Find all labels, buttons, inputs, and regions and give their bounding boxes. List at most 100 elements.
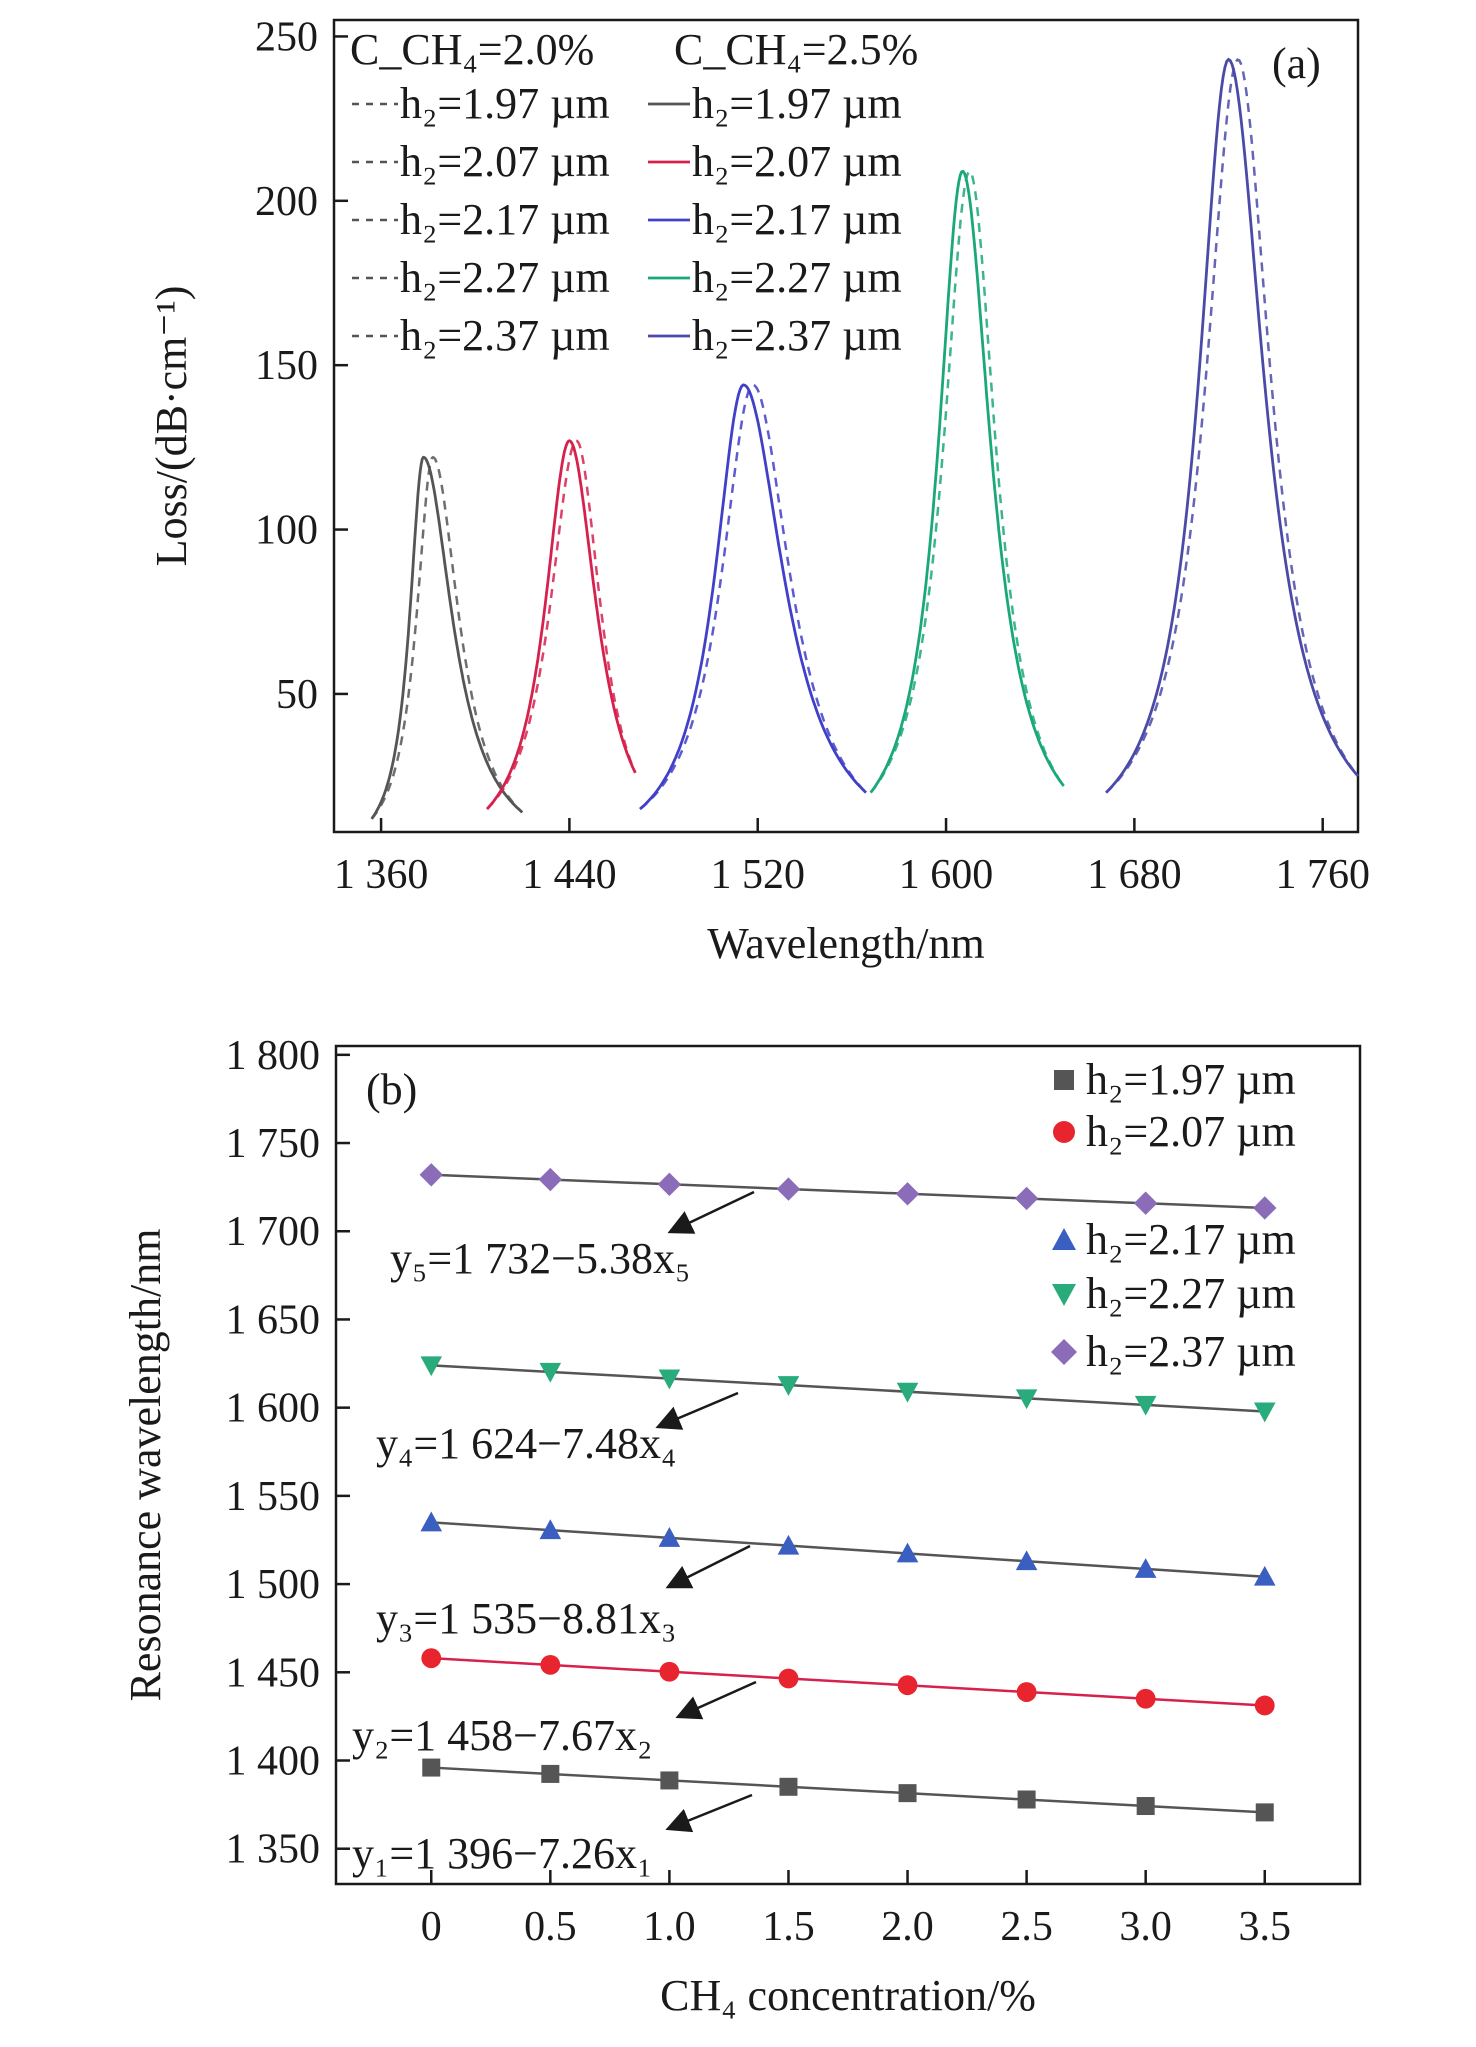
legend-marker-b [1053, 1121, 1075, 1143]
panel-label-a: (a) [1272, 39, 1321, 88]
fit-arrow-2 [675, 1680, 757, 1720]
data-point-2 [897, 1675, 918, 1696]
fit-arrow-3 [665, 1544, 751, 1589]
x-tick-label-a: 1 760 [1275, 852, 1370, 898]
legend-marker-b [1052, 1284, 1076, 1306]
x-tick-label-a: 1 360 [334, 852, 429, 898]
x-tick-label-b: 2.0 [881, 1904, 934, 1950]
curve-solid-4 [869, 169, 1065, 794]
fit-line-4 [431, 1364, 1265, 1413]
data-point-2 [421, 1648, 442, 1669]
fit-arrow-1 [665, 1793, 753, 1833]
x-tick-label-b: 0 [421, 1904, 442, 1950]
legend-header-2: C_CH₄=2.5% [674, 25, 918, 74]
panel-a: 50 100 150 200 250 1 360 1 440 1 520 1 600 1 680… [147, 14, 1370, 968]
data-point-1 [1255, 1803, 1274, 1822]
data-point-5 [895, 1182, 920, 1206]
x-tick-label-b: 2.5 [1000, 1904, 1053, 1950]
data-point-1 [541, 1764, 560, 1783]
fit-line-3 [431, 1521, 1265, 1578]
legend-label-dashed: h₂=1.97 µm [400, 79, 610, 128]
fit-equation-5: y₅=1 732−5.38x₅ [390, 1234, 690, 1283]
data-point-3 [777, 1534, 800, 1555]
data-point-4 [1015, 1389, 1038, 1410]
y-tick-label-a: 200 [255, 179, 318, 225]
legend-label-b: h₂=2.27 µm [1086, 1269, 1296, 1318]
data-point-5 [1133, 1191, 1158, 1215]
panel-b: 1 350 1 400 1 450 1 500 1 550 1 600 1 650 1 700… [121, 1033, 1362, 2020]
legend-marker-b [1052, 1228, 1076, 1250]
legend-marker-b [1051, 1339, 1077, 1365]
data-point-2 [1135, 1688, 1156, 1709]
fit-equation-1: y₁=1 396−7.26x₁ [352, 1829, 652, 1878]
x-tick-label-b: 1.5 [762, 1904, 815, 1950]
data-point-4 [539, 1362, 562, 1383]
data-point-4 [420, 1356, 443, 1377]
curve-dashed-3 [639, 383, 867, 810]
fit-line-5 [431, 1173, 1265, 1210]
data-point-4 [896, 1382, 919, 1403]
x-tick-label-b: 1.0 [643, 1904, 696, 1950]
legend-label-solid: h₂=2.27 µm [692, 253, 902, 302]
y-tick-label-a: 150 [255, 343, 318, 389]
legend-label-b: h₂=2.37 µm [1086, 1327, 1296, 1376]
x-tick-label-b: 3.5 [1238, 1904, 1291, 1950]
data-point-1 [779, 1777, 798, 1796]
y-tick-label-b: 1 450 [226, 1650, 321, 1696]
fit-equation-2: y₂=1 458−7.67x₂ [352, 1711, 652, 1760]
curve-solid-1 [370, 455, 524, 820]
y-tick-label-b: 1 500 [226, 1562, 321, 1608]
plot-frame-b [334, 1044, 1362, 1886]
data-point-4 [1134, 1395, 1157, 1416]
y-tick-label-a: 250 [255, 14, 318, 60]
data-point-5 [419, 1163, 443, 1187]
data-point-5 [657, 1172, 682, 1197]
legend-a: C_CH₄=2.0% C_CH₄=2.5% h₂=1.97 µm h₂=1.97 … [350, 25, 918, 360]
legend-label-solid: h₂=2.37 µm [692, 311, 902, 360]
panel-label-b: (b) [366, 1065, 417, 1114]
x-axis-label-a: Wavelength/nm [707, 919, 985, 968]
data-point-2 [778, 1668, 799, 1689]
y-tick-label-b: 1 350 [226, 1827, 321, 1873]
fit-arrow-5 [667, 1190, 755, 1234]
x-tick-label-a: 1 600 [899, 852, 994, 898]
y-tick-label-b: 1 800 [226, 1033, 321, 1079]
fit-equation-3: y₃=1 535−8.81x₃ [376, 1594, 676, 1643]
x-tick-label-a: 1 520 [710, 852, 805, 898]
x-tick-label-b: 0.5 [524, 1904, 577, 1950]
legend-label-solid: h₂=2.07 µm [692, 137, 902, 186]
curve-dashed-1 [370, 455, 524, 820]
x-tick-label-a: 1 680 [1087, 852, 1182, 898]
legend-label-dashed: h₂=2.17 µm [400, 195, 610, 244]
data-point-5 [538, 1167, 563, 1192]
legend-label-dashed: h₂=2.07 µm [400, 137, 610, 186]
y-tick-label-b: 1 750 [226, 1121, 321, 1167]
curve-solid-5 [1105, 57, 1360, 794]
data-point-3 [420, 1511, 443, 1532]
y-tick-label-b: 1 600 [226, 1386, 321, 1432]
data-point-4 [1253, 1402, 1276, 1423]
data-point-5 [776, 1177, 801, 1201]
y-tick-label-b: 1 400 [226, 1739, 321, 1785]
curve-dashed-4 [869, 169, 1065, 794]
legend-label-b: h₂=2.07 µm [1086, 1107, 1296, 1156]
legend-label-solid: h₂=2.17 µm [692, 195, 902, 244]
y-axis-label-b: Resonance wavelength/nm [121, 1229, 170, 1702]
data-point-2 [540, 1654, 561, 1675]
data-point-4 [777, 1376, 800, 1396]
data-point-3 [1134, 1558, 1157, 1578]
data-point-3 [1253, 1565, 1276, 1586]
data-point-2 [1254, 1695, 1275, 1716]
data-point-2 [1016, 1682, 1037, 1702]
fit-line-2 [431, 1656, 1265, 1707]
data-point-1 [422, 1758, 441, 1777]
legend-marker-b [1054, 1070, 1074, 1090]
legend-header-1: C_CH₄=2.0% [350, 25, 594, 74]
curve-solid-2 [486, 439, 637, 810]
data-point-3 [896, 1542, 919, 1563]
x-tick-label-b: 3.0 [1119, 1904, 1172, 1950]
fit-equation-4: y₄=1 624−7.48x₄ [376, 1419, 676, 1468]
x-axis-label-b: CH₄ concentration/% [660, 1971, 1036, 2020]
